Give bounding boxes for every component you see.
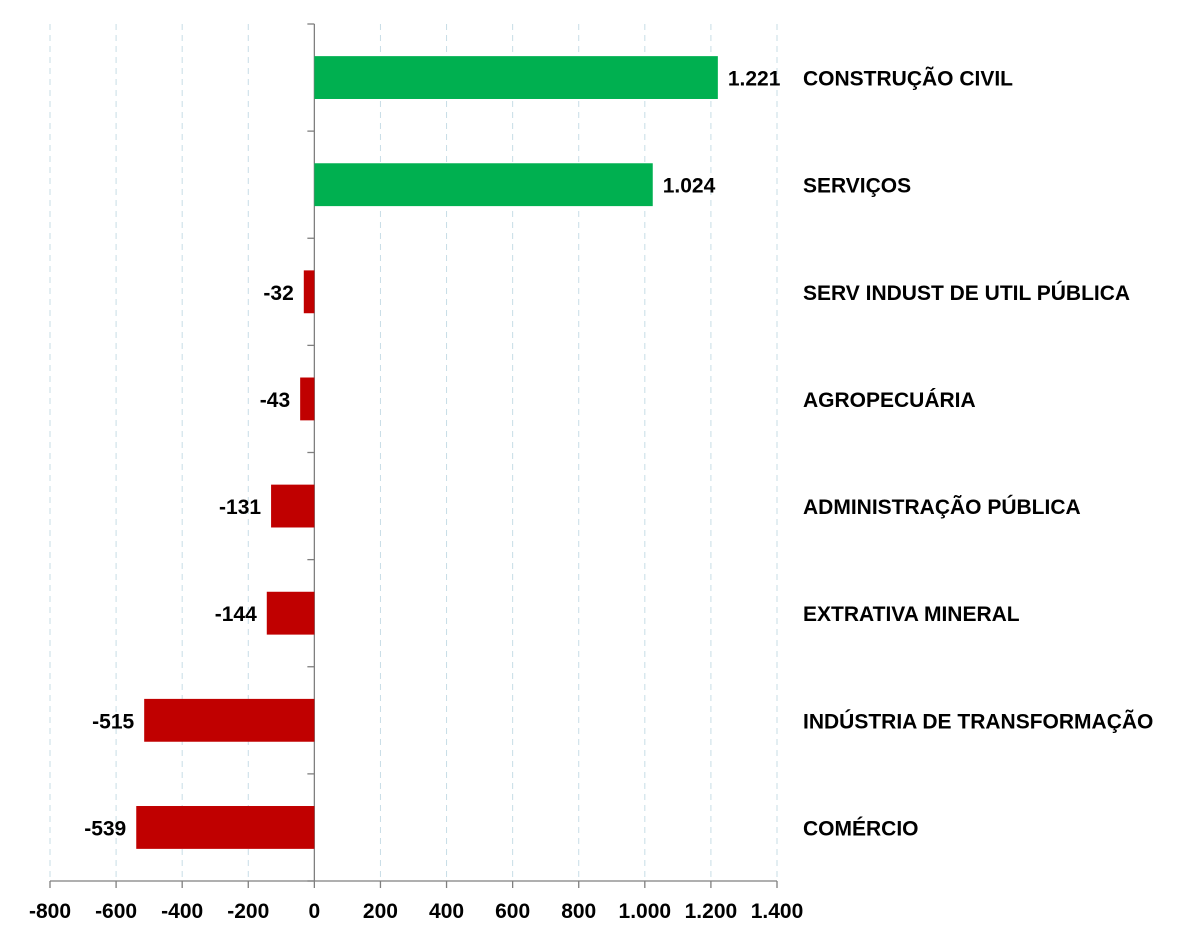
x-tick-label: -400: [161, 900, 203, 923]
data-label: -144: [215, 603, 257, 626]
category-label: SERVIÇOS: [803, 175, 911, 198]
data-label: -539: [84, 817, 126, 840]
x-tick-label: 800: [561, 900, 596, 923]
bar: [144, 698, 315, 742]
gridlines: [49, 24, 778, 881]
x-axis-tick-labels: -800 -600 -400 -200 0 200 400 600 800 1.000 1.200 1…: [29, 900, 803, 923]
category-label: EXTRATIVA MINERAL: [803, 603, 1020, 626]
x-tick-label: -200: [227, 900, 269, 923]
bar: [314, 163, 653, 207]
x-tick-label: 600: [495, 900, 530, 923]
data-label: 1.024: [663, 175, 716, 198]
data-label: -43: [260, 389, 290, 412]
category-label: ADMINISTRAÇÃO PÚBLICA: [803, 495, 1081, 519]
category-labels: CONSTRUÇÃO CIVIL SERVIÇOS SERV INDUST DE U…: [803, 68, 1153, 841]
data-label: -515: [92, 710, 134, 733]
data-label: -131: [219, 496, 261, 519]
x-tick-label: 1.400: [751, 900, 804, 923]
axes: [49, 23, 778, 888]
x-tick-label: 0: [309, 900, 321, 923]
value-labels: 1.221 1.024 -32 -43 -131 -144 -515 -539: [84, 68, 781, 841]
data-label: -32: [263, 282, 293, 305]
x-tick-label: 400: [429, 900, 464, 923]
x-tick-label: 200: [363, 900, 398, 923]
bar: [266, 591, 315, 635]
x-tick-label: -600: [95, 900, 137, 923]
bar: [303, 270, 315, 314]
x-tick-label: -800: [29, 900, 71, 923]
bar: [271, 484, 315, 528]
category-label: SERV INDUST DE UTIL PÚBLICA: [803, 281, 1130, 305]
category-label: INDÚSTRIA DE TRANSFORMAÇÃO: [803, 709, 1153, 733]
category-label: CONSTRUÇÃO CIVIL: [803, 68, 1013, 91]
bars: [136, 56, 718, 849]
x-tick-label: 1.000: [619, 900, 672, 923]
x-tick-label: 1.200: [685, 900, 738, 923]
category-label: AGROPECUÁRIA: [803, 389, 976, 412]
category-label: COMÉRCIO: [803, 817, 919, 840]
data-label: 1.221: [728, 68, 781, 91]
bar: [300, 377, 315, 421]
bar: [314, 56, 718, 99]
bar: [136, 806, 315, 849]
